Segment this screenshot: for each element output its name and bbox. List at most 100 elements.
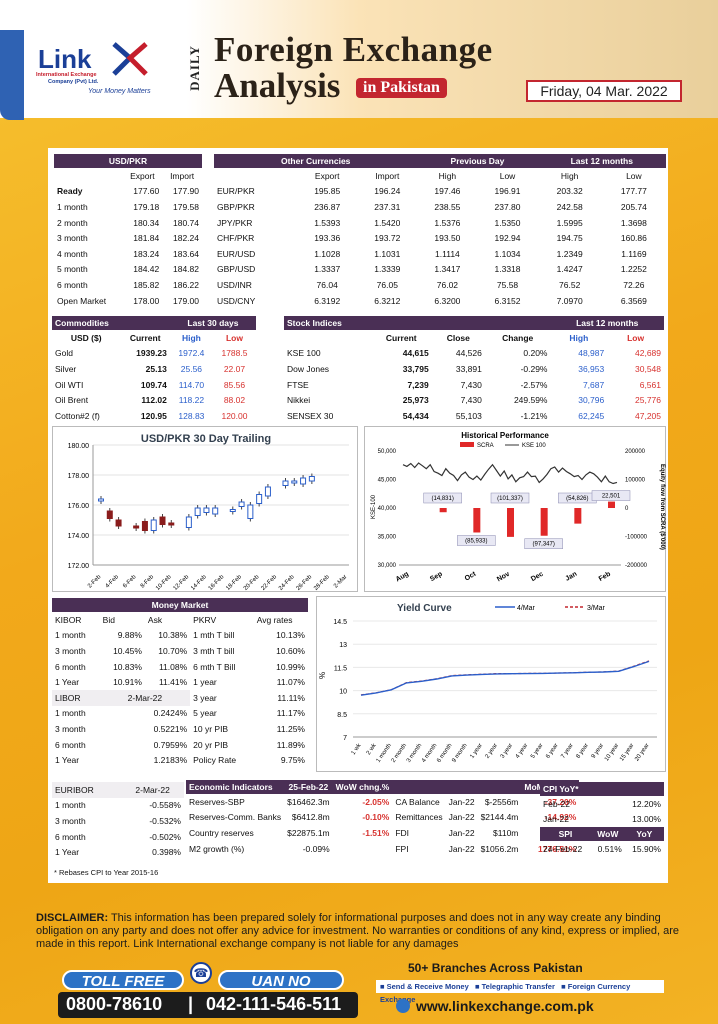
table-cell: 249.59% [513,395,548,406]
table-cell: 44,615 [402,348,429,359]
table-cell: $22875.1m [287,827,330,838]
table-row: Gold 1939.23 1972.4 1788.5 [52,346,256,362]
table-cell: 1.4247 [556,264,583,275]
table-cell: 72.26 [623,279,645,290]
table-cell: 25.56 [180,363,203,374]
table-cell: Jan-22 [448,812,475,823]
uan-number[interactable]: 042-111-546-511 [206,994,342,1014]
table-cell: Nikkei [287,395,311,406]
table-cell: Ready [57,186,83,197]
table-cell: 1.5995 [556,217,583,228]
legend-swatch-scra [460,442,474,447]
globe-icon [396,999,410,1013]
toll-free-label: TOLL FREE [62,970,184,990]
table-cell: 9.88% [117,630,142,641]
x-tick-label: 16-Feb [208,574,226,592]
candle [212,507,219,515]
table-row: CHF/PKR 193.36 193.72 193.50 192.94 194.75 160… [214,230,666,246]
table-cell: 76.04 [316,279,338,290]
table-title: Commodities [52,316,170,330]
x-tick-label: 12-Feb [173,574,191,592]
table-cell: 33,795 [402,363,429,374]
table-cell: 193.72 [374,233,401,244]
candle [282,480,289,486]
table-cell: 9.75% [280,755,305,766]
title-badge: in Pakistan [356,78,447,98]
table-cell: 1.3337 [314,264,341,275]
table-cell: -2.57% [520,379,548,390]
table-row: 1 month -0.558% [52,798,184,814]
table-cell: 160.86 [620,233,647,244]
logo-word: Link [38,44,92,74]
data-label: 22,501 [602,494,621,500]
x-tick-label: 10 year [604,743,620,763]
table-cell: 2 month [57,217,88,228]
data-label: (85,933) [465,538,487,544]
candle [194,507,201,516]
table-row: GBP/PKR 236.87 237.31 238.55 237.80 242.58 205… [214,199,666,215]
column-header: WoW [590,827,625,842]
table-cell: 237.31 [374,201,401,212]
table-row: 24-Feb-22 0.51% 15.90% [540,841,664,857]
table-row: M2 growth (%) -0.09% FPI Jan-22 $1056.2m 1776… [186,841,579,857]
table-cell: 2-Mar-22 [99,689,191,706]
table-cell: 1 year [193,677,217,688]
table-cell: CHF/PKR [217,233,255,244]
table-cell: -0.29% [520,363,548,374]
y-tick-label: 176.00 [68,503,90,510]
table-cell: 11.17% [276,708,305,719]
table-row: 6 month 10.83% 11.08% 6 mth T Bill 10.99% [52,659,308,675]
table-cell: 180.34 [133,217,160,228]
table-cell: 236.87 [314,201,341,212]
table-cell: 1 mth T bill [193,630,235,641]
table-cell: Reserves-Comm. Banks [189,812,282,823]
service-item: ■ Send & Receive Money [380,982,469,991]
table-cell: 1 month [55,708,86,719]
table-row: 4 month 183.24 183.64 [54,246,202,262]
y-tick-label: 7 [343,735,347,742]
table-row: EUR/USD 1.1028 1.1031 1.1114 1.1034 1.2349 1.1… [214,246,666,262]
table-row: Silver 25.13 25.56 22.07 [52,361,256,377]
data-label-box [524,538,563,549]
scra-bar [608,501,615,508]
table-cell: 112.02 [141,395,167,406]
usd-pkr-chart: USD/PKR 30 Day Trailing 172.00 174.00 176.0… [52,426,358,592]
table-cell: 184.82 [173,264,199,275]
usd-pkr-table: USD/PKR Export Import Ready 177.60 177.90 1 mo… [54,154,202,308]
disclaimer-text: This information has been prepared solel… [36,912,680,950]
table-cell: 180.74 [173,217,199,228]
report-title-line2: Analysis [214,66,341,105]
chart-title: Historical Performance [461,431,549,440]
table-cell: 128.83 [178,410,205,421]
x-tick-label: 15 year [619,743,635,763]
table-cell: Dow Jones [287,363,330,374]
column-header: Change [484,330,551,346]
table-title: Money Market [52,598,308,612]
table-cell: FTSE [287,379,309,390]
table-cell: 1.3318 [494,264,521,275]
table-cell: WoW chng.% [332,780,393,794]
table-cell: 10.60% [276,645,305,656]
table-cell: 196.24 [374,186,401,197]
column-header: Import [357,168,418,184]
table-cell: CA Balance [395,796,440,807]
toll-free-number[interactable]: 0800-78610 [66,994,163,1014]
series-line-3mar [360,660,650,696]
table-row: 2 month 180.34 180.74 [54,215,202,231]
logo-subtitle-2: Company (Pvt) Ltd. [48,79,99,85]
table-cell: 1.5393 [314,217,341,228]
table-row: Dow Jones 33,795 33,891 -0.29% 36,953 30,548 [284,361,664,377]
table-cell: 196.91 [494,186,521,197]
table-row: LIBOR 2-Mar-22 3 year 11.11% [52,689,308,706]
candle [168,522,175,526]
left-axis-label: KSE-100 [371,494,377,519]
stock-indices-table: Stock Indices Last 12 months Current Close C… [284,316,664,424]
column-header: Low [212,330,256,346]
table-cell: Reserves-SBP [189,796,245,807]
table-title: Previous Day [417,154,538,168]
table-cell: 25-Feb-22 [284,780,333,794]
table-cell: 11.11% [277,692,305,703]
website-link[interactable]: www.linkexchange.com.pk [416,998,594,1014]
legend-label: SCRA [477,443,494,449]
table-cell: 3 month [57,233,88,244]
